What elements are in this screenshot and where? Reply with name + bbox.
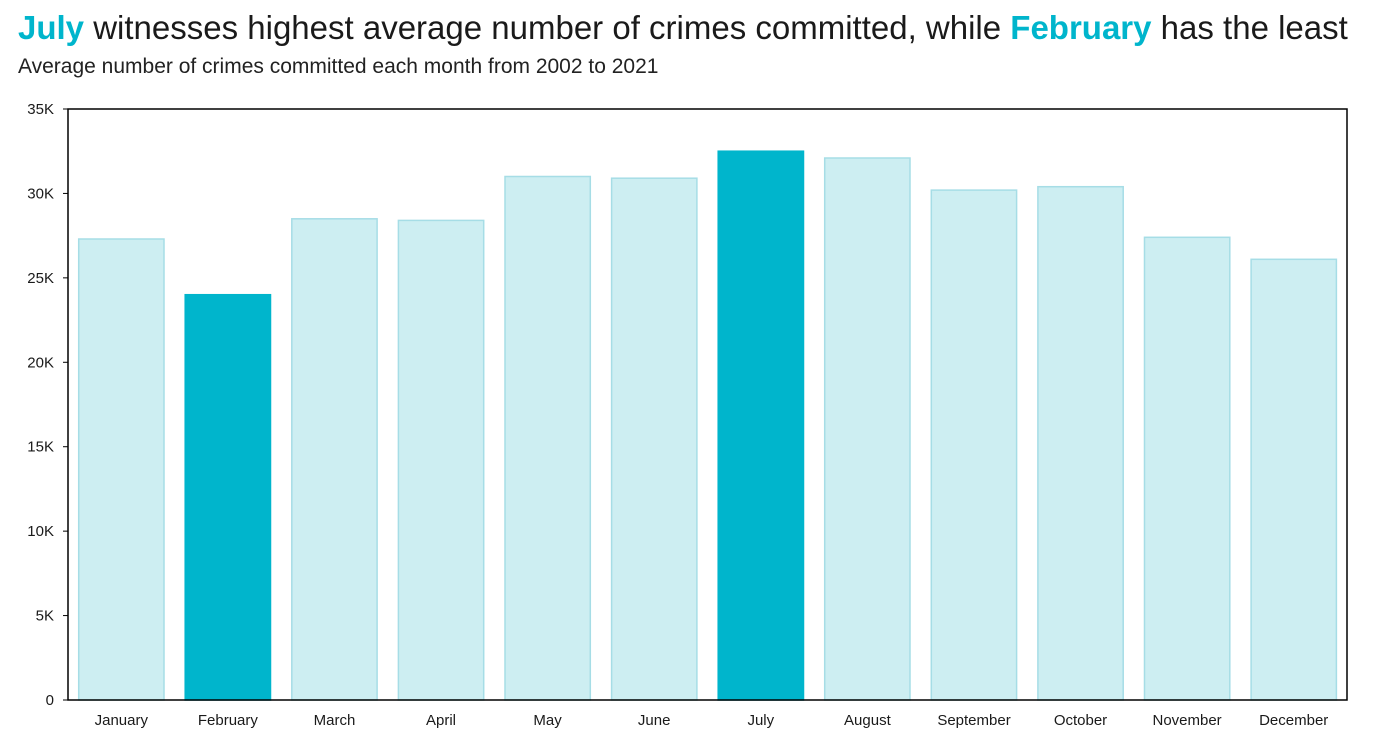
x-tick-label-september: September	[937, 712, 1010, 729]
bar-october	[1037, 185, 1124, 701]
plot-frame	[67, 108, 1348, 701]
bar-january	[77, 238, 165, 701]
title-highlight-february: February	[1010, 9, 1152, 46]
y-tick-label: 35K	[27, 101, 54, 118]
bar-august	[823, 157, 911, 701]
x-tick-label-january: January	[95, 712, 149, 729]
bar-march	[291, 218, 378, 701]
bar-july	[717, 150, 805, 701]
x-tick-label-march: March	[314, 712, 356, 729]
bar-june	[610, 177, 698, 701]
y-tick-label: 20K	[27, 354, 54, 371]
x-tick-label-august: August	[844, 712, 892, 729]
y-tick-label: 25K	[27, 270, 54, 287]
x-tick-label-december: December	[1259, 712, 1328, 729]
x-tick-label-november: November	[1152, 712, 1221, 729]
x-tick-label-july: July	[747, 712, 774, 729]
y-tick-label: 30K	[27, 185, 54, 202]
y-tick-label: 5K	[36, 608, 54, 625]
x-tick-label-february: February	[198, 712, 259, 729]
x-tick-label-may: May	[533, 712, 562, 729]
y-tick-label: 15K	[27, 439, 54, 456]
bar-february	[184, 293, 272, 701]
title-highlight-july: July	[18, 9, 85, 46]
bar-may	[504, 175, 592, 701]
x-tick-label-june: June	[638, 712, 671, 729]
y-tick-label: 0	[46, 692, 54, 709]
bar-november	[1143, 236, 1231, 701]
title-end: has the least	[1151, 9, 1348, 46]
bar-december	[1250, 258, 1338, 701]
x-tick-label-october: October	[1054, 712, 1107, 729]
chart-subtitle: Average number of crimes committed each …	[18, 55, 659, 78]
bar-september	[930, 189, 1018, 701]
bar-april	[397, 219, 485, 701]
chart-title: July witnesses highest average number of…	[18, 8, 1348, 48]
y-tick-label: 10K	[27, 523, 54, 540]
title-middle: witnesses highest average number of crim…	[84, 9, 1011, 46]
x-tick-label-april: April	[426, 712, 456, 729]
